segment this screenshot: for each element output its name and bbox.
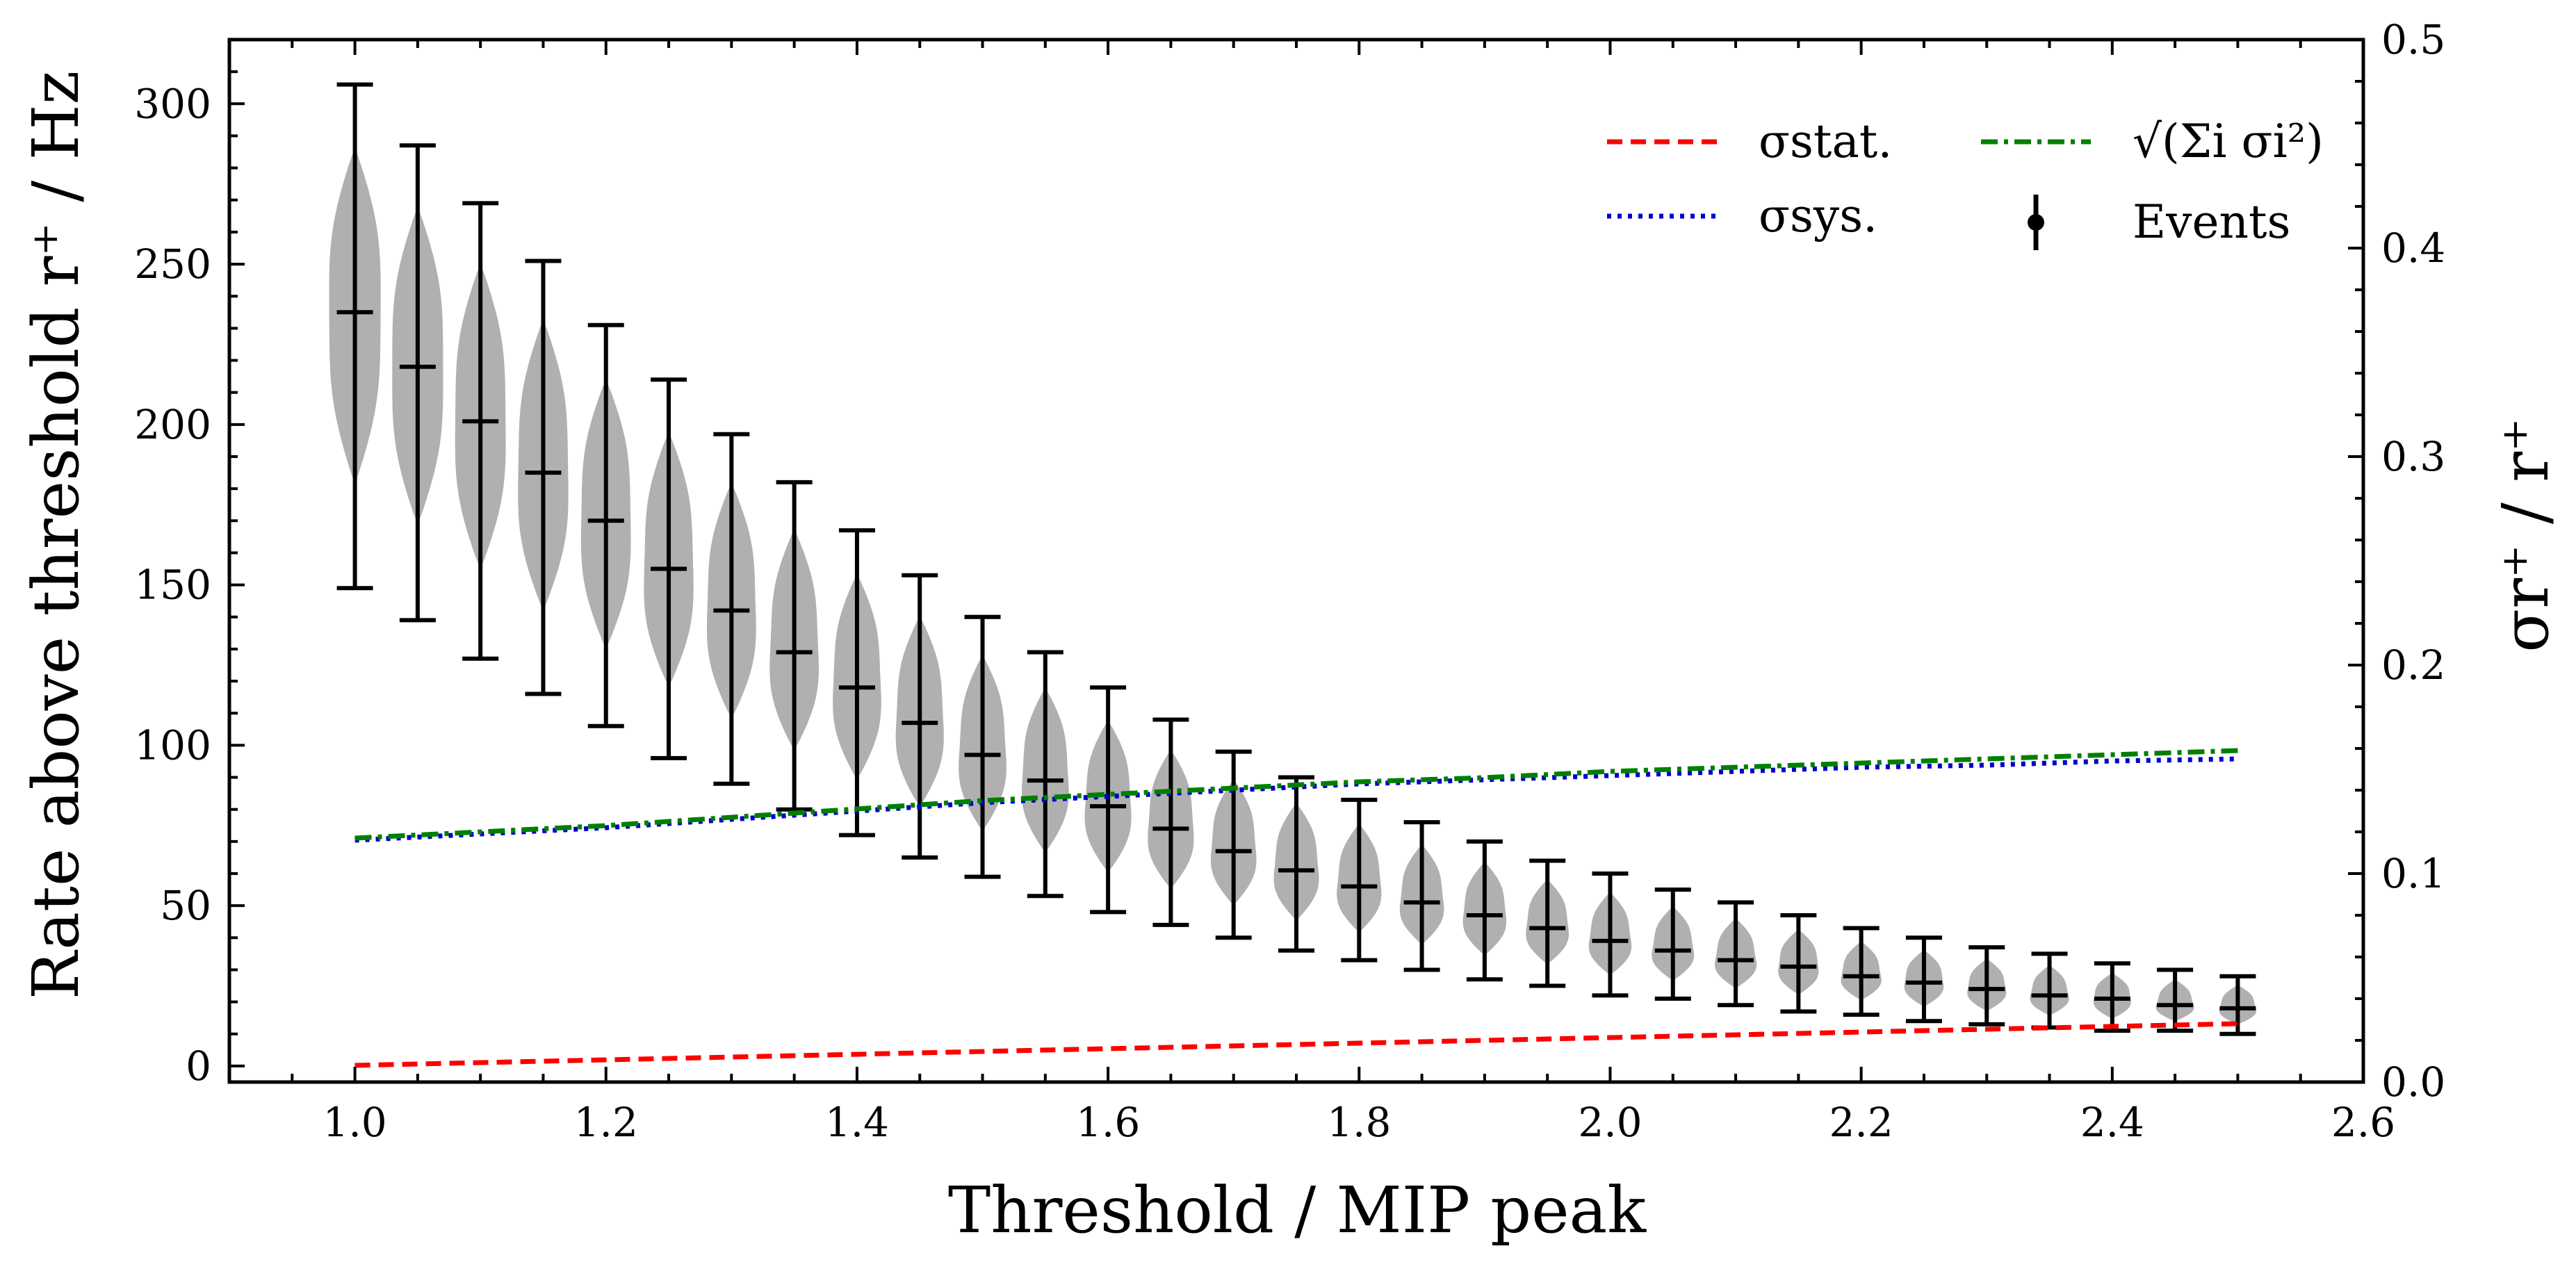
legend: σstat. σsys. √(Σi σi²) Events <box>1607 115 2324 250</box>
legend-total-label: √(Σi σi²) <box>2133 115 2324 168</box>
x-tick-label: 1.2 <box>574 1099 638 1146</box>
y-right-tick-label: 0.2 <box>2381 641 2445 689</box>
y-right-tick-label: 0.0 <box>2381 1058 2445 1106</box>
error-bars <box>336 82 2256 1036</box>
y-right-tick-label: 0.5 <box>2381 16 2445 63</box>
legend-events-label: Events <box>2133 195 2290 249</box>
y-left-tick-label: 0 <box>186 1042 211 1090</box>
x-tick-label: 2.0 <box>1578 1099 1642 1146</box>
y-left-tick-label: 250 <box>134 240 211 288</box>
x-tick-label: 2.4 <box>2080 1099 2144 1146</box>
y-left-tick-label: 150 <box>134 562 211 609</box>
y-left-tick-label: 300 <box>134 80 211 127</box>
y-right-tick-label: 0.3 <box>2381 433 2445 480</box>
x-tick-label: 1.4 <box>825 1099 889 1146</box>
y-axis-label-right: σr⁺ / r⁺ <box>2488 418 2563 652</box>
x-tick-label: 2.6 <box>2331 1099 2395 1146</box>
axis-ticks: 1.0 1.2 1.4 1.6 1.8 2.0 2.2 2.4 2.6 0 50 100 150 200 2… <box>134 16 2445 1146</box>
y-axis-label-left: Rate above threshold r⁺ / Hz <box>19 71 93 999</box>
x-tick-label: 1.6 <box>1076 1099 1140 1146</box>
legend-events-marker <box>2028 214 2044 231</box>
total-line <box>354 748 2238 841</box>
x-axis-label: Threshold / MIP peak <box>948 1173 1647 1247</box>
y-left-tick-label: 50 <box>160 882 211 929</box>
x-tick-label: 2.2 <box>1829 1099 1893 1146</box>
y-left-tick-label: 100 <box>134 721 211 769</box>
legend-sys-label: σsys. <box>1759 189 1877 243</box>
uncertainty-lines <box>354 748 2238 1068</box>
legend-stat-label: σstat. <box>1759 115 1892 168</box>
x-tick-label: 1.8 <box>1327 1099 1391 1146</box>
y-left-tick-label: 200 <box>134 401 211 448</box>
stat-line <box>354 1021 2238 1068</box>
y-right-tick-label: 0.1 <box>2381 850 2445 897</box>
y-right-tick-label: 0.4 <box>2381 224 2445 272</box>
x-tick-label: 1.0 <box>323 1099 386 1146</box>
